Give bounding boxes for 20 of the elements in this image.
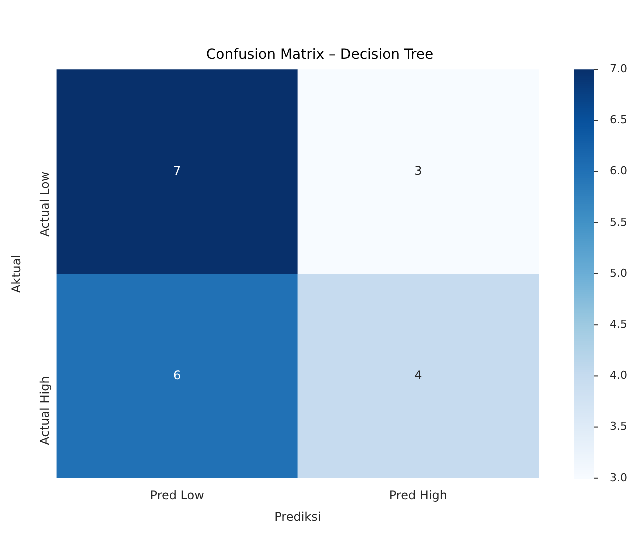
color-bar-label: 6.0 [610,164,628,178]
color-bar-label: 4.5 [610,318,628,331]
color-bar-label: 6.5 [610,114,628,127]
y-tick-label: Actual Low [38,172,52,237]
data-label: 6 [174,368,182,382]
x-axis-title: Prediksi [274,510,322,524]
color-bar-label: 3.0 [610,471,628,484]
color-bar-label: 5.0 [610,266,628,280]
x-tick-label: Pred High [389,488,448,503]
y-axis-title: Aktual [9,254,24,294]
color-bar-label: 3.5 [610,420,628,434]
chart-title: Confusion Matrix – Decision Tree [206,46,434,63]
x-tick-label: Pred Low [150,488,205,503]
data-label: 4 [414,368,422,382]
color-bar-label: 5.5 [610,216,628,229]
color-bar-label: 4.0 [610,369,628,382]
y-tick-label: Actual High [38,376,52,446]
color-bar-label: 7.0 [610,62,628,76]
data-label: 3 [414,164,422,178]
data-label: 7 [174,164,182,178]
